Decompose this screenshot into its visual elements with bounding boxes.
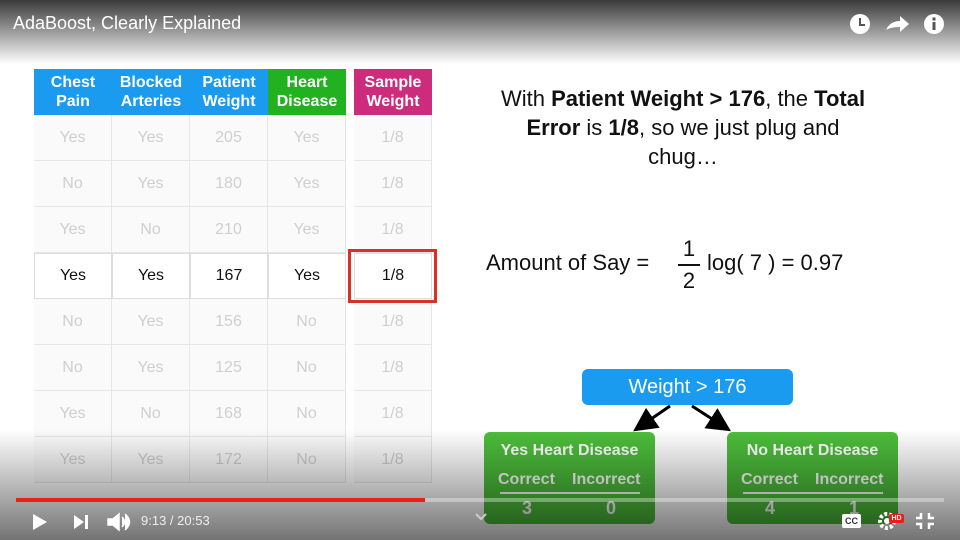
table-cell: 205 <box>190 115 268 161</box>
explanation-line: Error is 1/8, so we just plug and <box>460 113 906 142</box>
tree-arrows <box>633 404 732 432</box>
time-display: 9:13 / 20:53 <box>141 513 210 528</box>
table-cell: No <box>268 299 346 345</box>
text-segment: is <box>580 115 609 140</box>
volume-button[interactable] <box>107 512 131 532</box>
table-cell: Yes <box>112 161 190 207</box>
fraction-bar <box>678 264 700 266</box>
table-cell: No <box>268 391 346 437</box>
table-cell: 180 <box>190 161 268 207</box>
text-segment: With <box>500 86 552 111</box>
table-cell: 125 <box>190 345 268 391</box>
hd-badge: HD <box>889 514 904 523</box>
header-cell: Patient Weight <box>190 69 268 115</box>
table-cell: No <box>112 391 190 437</box>
play-button[interactable] <box>33 514 47 530</box>
explanation-line: With Patient Weight > 176, the Total <box>460 84 906 113</box>
cc-button[interactable]: CC <box>842 514 861 528</box>
header-cell: Heart Disease <box>268 69 346 115</box>
text-segment: Error <box>526 115 581 140</box>
text-segment: Total <box>814 86 866 111</box>
table-cell: No <box>112 207 190 253</box>
explanation: With Patient Weight > 176, the Total Erro… <box>460 84 906 171</box>
table-cell: Yes <box>268 115 346 161</box>
text-segment: Patient Weight > 176 <box>551 86 766 111</box>
watch-later[interactable] <box>850 14 870 34</box>
text-segment: chug… <box>648 144 718 169</box>
table-cell: No <box>34 345 112 391</box>
table-cell: 1/8 <box>354 391 432 437</box>
table-cell: 1/8 <box>354 115 432 161</box>
table-cell: Yes <box>34 207 112 253</box>
table-cell: Yes <box>34 115 112 161</box>
bottom-shade <box>0 430 960 540</box>
table-cell: Yes <box>112 345 190 391</box>
table-cell: 156 <box>190 299 268 345</box>
table-cell: 167 <box>190 253 268 299</box>
table-cell: Yes <box>268 253 346 299</box>
info[interactable] <box>924 14 944 34</box>
text-segment: , so we just plug and <box>638 115 840 140</box>
explanation-line: chug… <box>460 142 906 171</box>
table-cell: 210 <box>190 207 268 253</box>
tree-root: Weight > 176 <box>582 369 793 405</box>
fullscreen-exit[interactable] <box>914 511 936 531</box>
table-cell: 1/8 <box>354 207 432 253</box>
top-shade <box>0 0 960 64</box>
video-title[interactable]: AdaBoost, Clearly Explained <box>13 13 242 33</box>
table-cell: 1/8 <box>354 161 432 207</box>
table-cell: No <box>268 345 346 391</box>
table-cell: Yes <box>34 253 112 299</box>
table-cell: 1/8 <box>354 253 432 299</box>
table-cell: Yes <box>112 115 190 161</box>
table-cell: Yes <box>112 253 190 299</box>
progress-track[interactable] <box>16 498 944 502</box>
numerator: 1 <box>682 236 696 261</box>
table-cell: Yes <box>112 299 190 345</box>
table-cell: 1/8 <box>354 345 432 391</box>
progress-played[interactable] <box>16 498 425 502</box>
share[interactable] <box>886 16 909 32</box>
chevron[interactable] <box>474 512 488 522</box>
text-segment: 1/8 <box>608 115 639 140</box>
table-cell: 1/8 <box>354 299 432 345</box>
text-segment: , the <box>765 86 815 111</box>
formula: Amount of Say = 1 2 log( 7 ) = 0.97 <box>486 236 906 296</box>
formula-rhs: log( 7 ) = 0.97 <box>707 250 844 275</box>
header-cell: Sample Weight <box>354 69 432 115</box>
denominator: 2 <box>682 268 696 293</box>
formula-lhs: Amount of Say = <box>486 250 650 275</box>
header-cell: Chest Pain <box>34 69 112 115</box>
table-cell: No <box>34 161 112 207</box>
next-button[interactable] <box>74 515 88 529</box>
highlight-box <box>348 249 437 303</box>
left-controls <box>33 512 131 532</box>
table-cell: Yes <box>268 161 346 207</box>
table-cell: Yes <box>268 207 346 253</box>
table-cell: No <box>34 299 112 345</box>
top-icons <box>850 14 944 34</box>
header-cell: Blocked Arteries <box>112 69 190 115</box>
